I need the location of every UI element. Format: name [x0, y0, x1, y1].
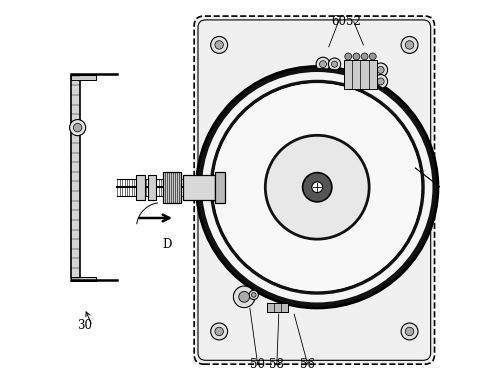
- Circle shape: [401, 323, 418, 340]
- Circle shape: [377, 66, 384, 73]
- Circle shape: [69, 120, 86, 136]
- Bar: [71, 76, 79, 278]
- Circle shape: [319, 61, 326, 68]
- Text: 60: 60: [331, 15, 346, 28]
- Circle shape: [361, 53, 368, 60]
- Circle shape: [353, 53, 360, 60]
- Circle shape: [345, 53, 352, 60]
- Bar: [344, 60, 377, 89]
- Circle shape: [73, 124, 82, 132]
- Circle shape: [316, 57, 330, 71]
- Circle shape: [377, 78, 384, 85]
- Text: 52: 52: [346, 15, 361, 28]
- Circle shape: [303, 173, 332, 202]
- Circle shape: [215, 41, 223, 49]
- Circle shape: [312, 182, 322, 193]
- Circle shape: [213, 83, 421, 291]
- Circle shape: [328, 58, 341, 70]
- Circle shape: [331, 61, 338, 67]
- Circle shape: [196, 66, 438, 308]
- Circle shape: [401, 36, 418, 53]
- Circle shape: [405, 327, 414, 336]
- Bar: [136, 175, 145, 200]
- Bar: [183, 174, 215, 200]
- Circle shape: [211, 323, 228, 340]
- Circle shape: [211, 36, 228, 53]
- Circle shape: [251, 293, 256, 297]
- Circle shape: [370, 53, 376, 60]
- Text: 56: 56: [300, 358, 315, 371]
- Circle shape: [234, 286, 255, 308]
- Circle shape: [374, 63, 387, 77]
- Circle shape: [215, 327, 223, 336]
- FancyBboxPatch shape: [194, 16, 434, 364]
- Circle shape: [374, 74, 387, 88]
- Text: D: D: [163, 239, 172, 251]
- Text: 30: 30: [77, 319, 92, 332]
- Circle shape: [265, 135, 369, 239]
- Bar: [215, 172, 225, 203]
- Circle shape: [211, 81, 423, 293]
- Text: 50: 50: [250, 358, 265, 371]
- Bar: [71, 75, 96, 80]
- Bar: [267, 303, 288, 312]
- Bar: [71, 277, 96, 281]
- Text: 58: 58: [269, 358, 284, 371]
- Circle shape: [200, 70, 434, 305]
- Bar: [148, 175, 156, 200]
- Circle shape: [249, 290, 258, 300]
- Bar: [163, 172, 181, 203]
- Text: 62: 62: [412, 161, 427, 174]
- Circle shape: [239, 291, 249, 302]
- Circle shape: [405, 41, 414, 49]
